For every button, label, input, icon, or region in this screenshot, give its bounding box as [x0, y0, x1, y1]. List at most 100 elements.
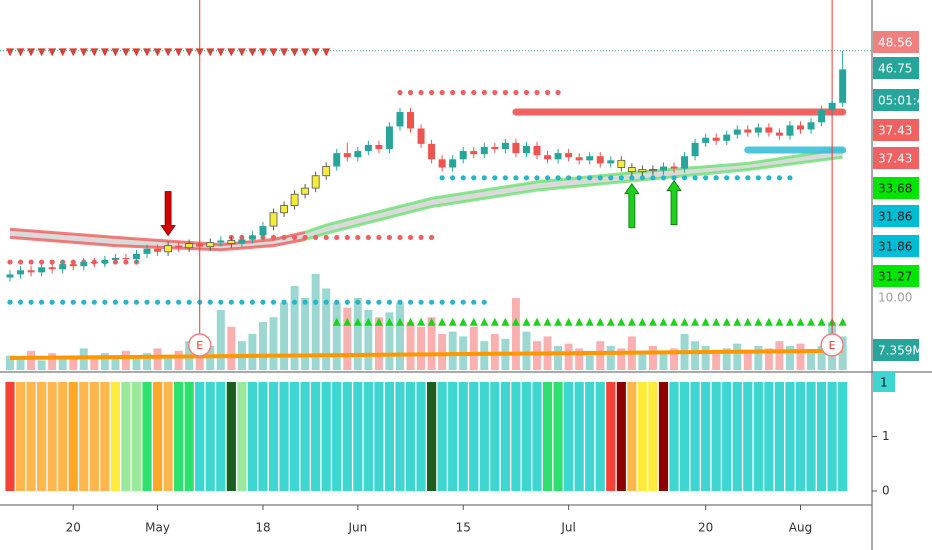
- indicator-bar: [795, 382, 806, 491]
- indicator-bar: [268, 382, 279, 491]
- volume-bar: [838, 336, 847, 370]
- indicator-bar: [184, 382, 194, 491]
- candle-body: [565, 153, 573, 158]
- candle-body: [533, 145, 541, 156]
- marker-dot: [681, 175, 688, 181]
- marker-dot: [734, 175, 740, 181]
- indicator-tag: 1: [880, 376, 888, 390]
- marker-triangle-up: [459, 317, 468, 326]
- marker-triangle-down: [206, 48, 215, 57]
- candle-body: [6, 274, 14, 278]
- price-tag: 31.27: [878, 270, 912, 284]
- earnings-label: E: [829, 339, 836, 352]
- candle-body: [617, 159, 626, 168]
- indicator-bar: [500, 382, 510, 491]
- marker-dot: [523, 89, 530, 96]
- candle-body: [185, 243, 194, 249]
- marker-triangle-up: [733, 317, 742, 326]
- indicator-bar: [226, 382, 236, 491]
- volume-bar: [596, 341, 605, 370]
- indicator-bar: [774, 382, 785, 491]
- marker-dot: [724, 175, 730, 181]
- price-tag: 48.56: [878, 36, 912, 50]
- marker-triangle-up: [648, 317, 657, 326]
- volume-bar: [58, 358, 67, 370]
- candle-body: [839, 69, 847, 103]
- candle-body: [407, 112, 415, 129]
- volume-bar: [174, 350, 183, 370]
- marker-dot: [207, 299, 213, 305]
- indicator-bar: [37, 382, 47, 491]
- marker-triangle-down: [311, 48, 320, 57]
- marker-dot: [534, 175, 540, 181]
- price-tag: 46.75: [878, 62, 912, 76]
- indicator-bar: [58, 382, 68, 491]
- indicator-bar: [785, 382, 795, 491]
- indicator-bar: [395, 382, 405, 491]
- marker-dot: [7, 259, 13, 265]
- marker-triangle-up: [353, 317, 362, 326]
- marker-dot: [629, 175, 635, 181]
- marker-dot: [323, 234, 329, 241]
- volume-bar: [248, 334, 257, 370]
- marker-triangle-up: [575, 317, 584, 326]
- volume-bar: [290, 286, 299, 370]
- candle-body: [702, 137, 710, 143]
- indicator-bar: [237, 382, 247, 491]
- marker-dot: [776, 175, 783, 181]
- marker-dot: [376, 299, 382, 305]
- indicator-bar: [205, 382, 215, 491]
- marker-dot: [407, 89, 414, 96]
- marker-dot: [460, 175, 466, 181]
- price-tag-box: [873, 147, 919, 169]
- candle-body: [301, 187, 310, 195]
- price-tag-box: [873, 177, 919, 199]
- volume-bar: [775, 341, 784, 370]
- indicator-bar: [384, 382, 395, 491]
- candle-body: [111, 257, 119, 261]
- volume-bar: [469, 326, 478, 370]
- marker-dot: [544, 89, 551, 96]
- indicator-bar: [195, 382, 205, 491]
- candle-body: [596, 156, 604, 164]
- volume-bar: [743, 350, 752, 370]
- marker-dot: [608, 175, 614, 181]
- volume-bar: [617, 348, 626, 370]
- price-tag-box: [873, 235, 919, 257]
- volume-bar: [111, 355, 120, 370]
- candle-body: [248, 235, 256, 240]
- marker-dot: [429, 234, 435, 241]
- candle-body: [280, 205, 288, 214]
- volume-bar: [722, 348, 731, 370]
- marker-dot: [17, 299, 24, 305]
- marker-triangle-up: [554, 317, 563, 326]
- marker-dot: [481, 299, 487, 305]
- indicator-bar: [479, 382, 489, 491]
- marker-dot: [713, 175, 719, 181]
- marker-dot: [228, 299, 234, 305]
- candle-body: [797, 125, 804, 130]
- marker-dot: [576, 175, 582, 181]
- volume-bar: [606, 346, 615, 370]
- volume-bar: [27, 350, 36, 370]
- marker-dot: [471, 299, 477, 305]
- marker-dot: [17, 259, 24, 265]
- marker-dot: [523, 175, 530, 181]
- marker-triangle-up: [670, 317, 679, 326]
- indicator-tick-label: 1: [882, 429, 890, 443]
- candle-body: [765, 127, 773, 133]
- marker-triangle-up: [807, 317, 816, 326]
- price-tag: 7.359M: [878, 344, 923, 358]
- marker-dot: [471, 89, 477, 96]
- marker-dot: [291, 234, 298, 241]
- marker-dot: [270, 299, 277, 305]
- candle-body: [828, 102, 836, 110]
- volume-bar: [417, 326, 426, 370]
- marker-dot: [397, 299, 403, 305]
- indicator-bar: [679, 382, 690, 491]
- candle-body: [132, 253, 140, 259]
- candle-body: [259, 226, 267, 236]
- marker-dot: [429, 89, 435, 96]
- candle-body: [290, 193, 299, 206]
- candle-body: [480, 146, 488, 155]
